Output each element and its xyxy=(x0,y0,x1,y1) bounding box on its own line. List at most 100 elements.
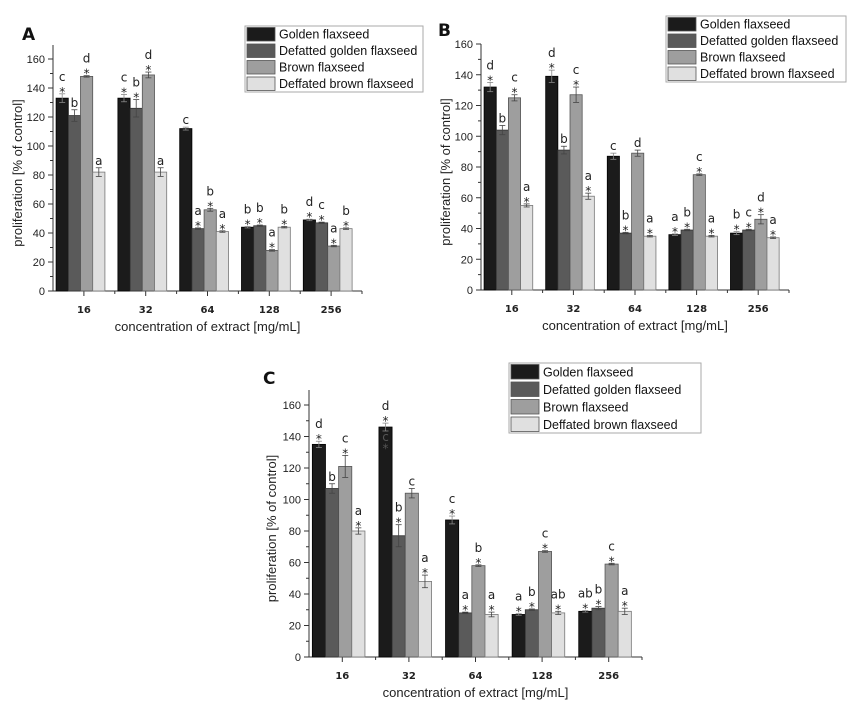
y-axis-title: proliferation [% of control] xyxy=(264,455,279,602)
legend-swatch xyxy=(246,43,276,58)
x-tick-label: 256 xyxy=(598,671,619,682)
legend-label: Golden flaxseed xyxy=(279,28,369,42)
significance-star: * xyxy=(746,220,752,234)
group-letter: c xyxy=(573,63,580,77)
bar xyxy=(315,222,329,292)
significance-star: * xyxy=(708,226,714,240)
group-letter: c xyxy=(610,139,617,153)
y-tick-label: 0 xyxy=(467,285,473,297)
bar xyxy=(67,115,81,292)
y-tick-label: 140 xyxy=(283,432,301,444)
legend-box xyxy=(508,362,702,434)
group-letter: b xyxy=(71,96,79,110)
group-letter: b xyxy=(132,76,140,90)
y-tick-label: 40 xyxy=(33,228,45,240)
x-tick-label: 256 xyxy=(748,304,769,315)
group-letter: a xyxy=(355,504,362,518)
group-letter: a xyxy=(330,221,337,235)
x-tick-label: 64 xyxy=(628,304,642,315)
significance-star: * xyxy=(133,91,139,105)
significance-star: * xyxy=(609,554,615,568)
legend-swatch xyxy=(667,17,697,32)
in-bar-letter: c xyxy=(382,430,389,444)
bar xyxy=(404,492,419,658)
significance-star: * xyxy=(647,226,653,240)
bar xyxy=(445,519,460,658)
bar xyxy=(92,171,106,292)
significance-star: * xyxy=(524,195,530,209)
significance-star: * xyxy=(84,67,90,81)
y-tick-label: 100 xyxy=(283,495,301,507)
group-letter: a xyxy=(194,204,201,218)
group-letter: a xyxy=(523,180,530,194)
group-letter: a xyxy=(585,169,592,183)
bar xyxy=(154,171,168,292)
significance-star: * xyxy=(582,602,588,616)
legend-swatch xyxy=(510,364,540,380)
bar xyxy=(591,607,606,658)
significance-star: * xyxy=(549,61,555,75)
legend-swatch xyxy=(246,27,276,42)
group-letter: c xyxy=(745,205,752,219)
in-bar-star: * xyxy=(383,441,389,455)
legend-swatch xyxy=(246,76,276,91)
bar xyxy=(327,245,341,292)
significance-star: * xyxy=(487,73,493,87)
y-tick-label: 0 xyxy=(39,286,45,298)
significance-star: * xyxy=(516,605,522,619)
significance-star: * xyxy=(343,219,349,233)
y-tick-label: 160 xyxy=(283,400,301,412)
significance-star: * xyxy=(529,600,535,614)
legend-label: Defatted golden flaxseed xyxy=(543,383,681,397)
bar xyxy=(458,612,473,658)
group-letter: c xyxy=(121,71,128,85)
group-letter: b xyxy=(342,204,350,218)
bar xyxy=(631,152,645,291)
significance-star: * xyxy=(195,219,201,233)
significance-star: * xyxy=(121,86,127,100)
y-tick-label: 40 xyxy=(289,589,301,601)
significance-star: * xyxy=(758,206,764,220)
group-letter: c xyxy=(342,431,349,445)
group-letter: b xyxy=(256,201,264,215)
y-tick-label: 60 xyxy=(461,193,473,205)
x-tick-label: 64 xyxy=(469,671,483,682)
significance-star: * xyxy=(573,78,579,92)
x-tick-label: 32 xyxy=(139,305,153,316)
y-axis-title: proliferation [% of control] xyxy=(438,98,453,245)
significance-star: * xyxy=(59,85,65,99)
bar xyxy=(704,235,718,291)
group-letter: c xyxy=(608,539,615,553)
x-tick-label: 256 xyxy=(321,305,342,316)
y-tick-label: 80 xyxy=(33,170,45,182)
y-tick-label: 120 xyxy=(27,112,45,124)
group-letter: a xyxy=(268,226,275,240)
group-letter: d xyxy=(83,52,91,66)
bar xyxy=(557,149,571,291)
legend-swatch xyxy=(246,60,276,75)
bar xyxy=(311,443,326,658)
bar xyxy=(417,581,432,658)
significance-star: * xyxy=(684,220,690,234)
group-letter: d xyxy=(382,399,390,413)
bar xyxy=(551,612,566,658)
significance-star: * xyxy=(316,432,322,446)
legend: Golden flaxseed Defatted golden flaxseed B… xyxy=(508,362,702,434)
significance-star: * xyxy=(770,228,776,242)
x-tick-label: 16 xyxy=(505,304,519,315)
significance-star: * xyxy=(245,217,251,231)
significance-star: * xyxy=(489,603,495,617)
legend-label: Brown flaxseed xyxy=(279,61,365,75)
x-axis-title: concentration of extract [mg/mL] xyxy=(542,318,728,333)
legend-swatch xyxy=(510,399,540,415)
significance-star: * xyxy=(269,241,275,255)
bar xyxy=(215,231,229,292)
group-letter: a xyxy=(421,551,428,565)
group-letter: ab xyxy=(551,587,566,601)
bar xyxy=(80,76,94,292)
significance-star: * xyxy=(319,213,325,227)
significance-star: * xyxy=(511,86,517,100)
bar xyxy=(569,94,583,291)
legend: Golden flaxseed Defatted golden flaxseed B… xyxy=(665,15,847,83)
group-letter: a xyxy=(515,590,522,604)
